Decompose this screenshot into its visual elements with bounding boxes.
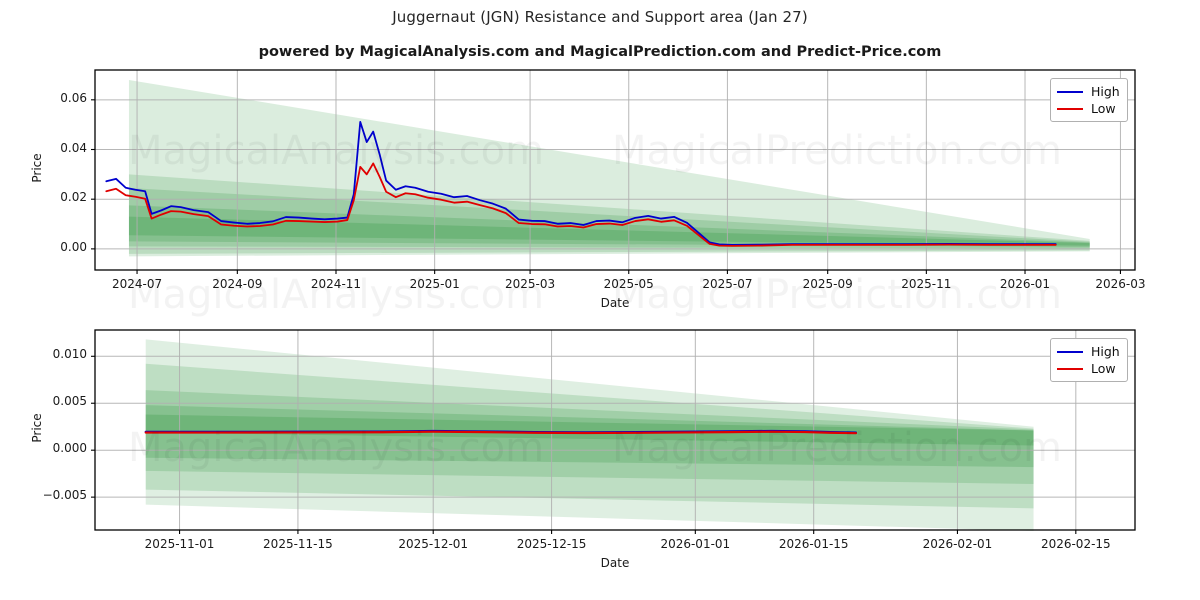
legend-swatch-low-icon bbox=[1057, 367, 1083, 370]
chart-subtitle: powered by MagicalAnalysis.com and Magic… bbox=[258, 44, 942, 60]
x-tick-label: 2025-11-01 bbox=[144, 537, 215, 551]
x-tick-label: 2025-05 bbox=[603, 277, 654, 291]
x-tick-label: 2026-03 bbox=[1095, 277, 1146, 291]
lower-chart-legend[interactable]: High Low bbox=[1050, 338, 1128, 382]
x-tick-label: 2026-01-01 bbox=[660, 537, 731, 551]
legend-swatch-low-icon bbox=[1057, 107, 1083, 110]
x-tick-label: 2026-01-15 bbox=[778, 537, 849, 551]
y-tick-label: 0.010 bbox=[52, 347, 87, 362]
x-tick-label: 2025-03 bbox=[505, 277, 556, 291]
upper-x-axis-label: Date bbox=[600, 296, 630, 310]
y-tick-label: 0.005 bbox=[52, 394, 87, 409]
chart-title: Juggernaut (JGN) Resistance and Support … bbox=[392, 8, 808, 26]
x-tick-label: 2026-02-01 bbox=[922, 537, 993, 551]
legend-label-high: High bbox=[1091, 84, 1120, 99]
legend-label-low: Low bbox=[1091, 361, 1116, 376]
lower-x-axis-label: Date bbox=[600, 556, 630, 570]
y-tick-label: 0.000 bbox=[52, 441, 87, 456]
x-tick-label: 2024-07 bbox=[111, 277, 163, 291]
legend-label-high: High bbox=[1091, 344, 1120, 359]
x-tick-label: 2025-12-01 bbox=[398, 537, 469, 551]
x-tick-label: 2025-07 bbox=[702, 277, 753, 291]
watermark-text: MagicalPrediction.com bbox=[612, 425, 1062, 471]
x-tick-label: 2025-01 bbox=[409, 277, 460, 291]
upper-chart-legend[interactable]: High Low bbox=[1050, 78, 1128, 122]
legend-item-high[interactable]: High bbox=[1057, 83, 1120, 100]
y-tick-label: 0.04 bbox=[60, 140, 87, 155]
x-tick-label: 2025-11 bbox=[901, 277, 952, 291]
x-tick-label: 2025-11-15 bbox=[263, 537, 333, 551]
y-tick-label: 0.02 bbox=[60, 190, 87, 205]
x-tick-label: 2026-02-15 bbox=[1040, 537, 1111, 551]
x-tick-label: 2026-01 bbox=[999, 277, 1051, 291]
legend-item-high[interactable]: High bbox=[1057, 343, 1120, 360]
x-tick-label: 2024-09 bbox=[212, 277, 263, 291]
watermark-text: MagicalAnalysis.com bbox=[128, 425, 544, 471]
legend-swatch-high-icon bbox=[1057, 350, 1083, 353]
y-tick-label: −0.005 bbox=[42, 488, 87, 503]
x-tick-label: 2024-11 bbox=[310, 277, 362, 291]
watermark-text: MagicalAnalysis.com bbox=[128, 128, 544, 174]
x-tick-label: 2025-12-15 bbox=[516, 537, 587, 551]
legend-label-low: Low bbox=[1091, 101, 1116, 116]
watermark-text: MagicalPrediction.com bbox=[612, 128, 1062, 174]
legend-item-low[interactable]: Low bbox=[1057, 360, 1120, 377]
y-tick-label: 0.00 bbox=[60, 239, 87, 254]
y-tick-label: 0.06 bbox=[60, 90, 87, 105]
legend-item-low[interactable]: Low bbox=[1057, 100, 1120, 117]
legend-swatch-high-icon bbox=[1057, 90, 1083, 93]
x-tick-label: 2025-09 bbox=[802, 277, 853, 291]
